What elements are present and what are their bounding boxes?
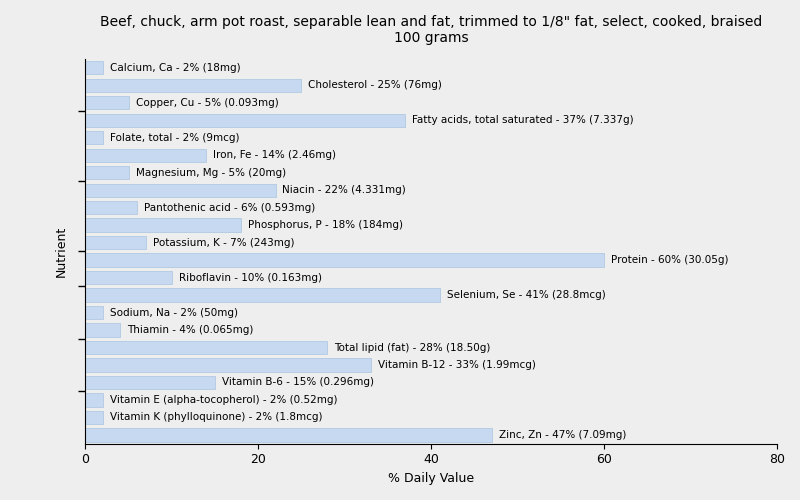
Bar xyxy=(86,271,172,284)
Bar xyxy=(86,428,492,442)
Bar xyxy=(86,61,102,74)
Bar xyxy=(86,218,241,232)
Bar xyxy=(86,288,440,302)
Text: Cholesterol - 25% (76mg): Cholesterol - 25% (76mg) xyxy=(309,80,442,90)
X-axis label: % Daily Value: % Daily Value xyxy=(388,472,474,485)
Text: Pantothenic acid - 6% (0.593mg): Pantothenic acid - 6% (0.593mg) xyxy=(144,202,315,212)
Text: Calcium, Ca - 2% (18mg): Calcium, Ca - 2% (18mg) xyxy=(110,62,240,72)
Bar xyxy=(86,254,604,266)
Bar xyxy=(86,411,102,424)
Bar xyxy=(86,394,102,406)
Text: Magnesium, Mg - 5% (20mg): Magnesium, Mg - 5% (20mg) xyxy=(135,168,286,177)
Bar xyxy=(86,78,302,92)
Bar xyxy=(86,184,275,196)
Bar xyxy=(86,201,138,214)
Y-axis label: Nutrient: Nutrient xyxy=(55,226,68,277)
Text: Vitamin B-6 - 15% (0.296mg): Vitamin B-6 - 15% (0.296mg) xyxy=(222,378,374,388)
Text: Zinc, Zn - 47% (7.09mg): Zinc, Zn - 47% (7.09mg) xyxy=(498,430,626,440)
Text: Potassium, K - 7% (243mg): Potassium, K - 7% (243mg) xyxy=(153,238,294,248)
Bar xyxy=(86,306,102,319)
Bar xyxy=(86,131,102,144)
Text: Niacin - 22% (4.331mg): Niacin - 22% (4.331mg) xyxy=(282,185,406,195)
Bar xyxy=(86,341,327,354)
Title: Beef, chuck, arm pot roast, separable lean and fat, trimmed to 1/8" fat, select,: Beef, chuck, arm pot roast, separable le… xyxy=(100,15,762,45)
Text: Vitamin B-12 - 33% (1.99mcg): Vitamin B-12 - 33% (1.99mcg) xyxy=(378,360,535,370)
Text: Protein - 60% (30.05g): Protein - 60% (30.05g) xyxy=(611,255,729,265)
Bar xyxy=(86,166,129,179)
Bar xyxy=(86,358,370,372)
Text: Total lipid (fat) - 28% (18.50g): Total lipid (fat) - 28% (18.50g) xyxy=(334,342,490,352)
Text: Selenium, Se - 41% (28.8mcg): Selenium, Se - 41% (28.8mcg) xyxy=(446,290,606,300)
Bar xyxy=(86,324,120,336)
Bar xyxy=(86,148,206,162)
Bar xyxy=(86,96,129,109)
Bar xyxy=(86,114,406,126)
Text: Fatty acids, total saturated - 37% (7.337g): Fatty acids, total saturated - 37% (7.33… xyxy=(412,115,634,125)
Text: Copper, Cu - 5% (0.093mg): Copper, Cu - 5% (0.093mg) xyxy=(135,98,278,108)
Bar xyxy=(86,376,215,389)
Text: Iron, Fe - 14% (2.46mg): Iron, Fe - 14% (2.46mg) xyxy=(214,150,336,160)
Text: Sodium, Na - 2% (50mg): Sodium, Na - 2% (50mg) xyxy=(110,308,238,318)
Text: Riboflavin - 10% (0.163mg): Riboflavin - 10% (0.163mg) xyxy=(178,272,322,282)
Text: Thiamin - 4% (0.065mg): Thiamin - 4% (0.065mg) xyxy=(127,325,254,335)
Text: Phosphorus, P - 18% (184mg): Phosphorus, P - 18% (184mg) xyxy=(248,220,403,230)
Text: Vitamin E (alpha-tocopherol) - 2% (0.52mg): Vitamin E (alpha-tocopherol) - 2% (0.52m… xyxy=(110,395,337,405)
Text: Folate, total - 2% (9mcg): Folate, total - 2% (9mcg) xyxy=(110,132,239,142)
Bar xyxy=(86,236,146,249)
Text: Vitamin K (phylloquinone) - 2% (1.8mcg): Vitamin K (phylloquinone) - 2% (1.8mcg) xyxy=(110,412,322,422)
